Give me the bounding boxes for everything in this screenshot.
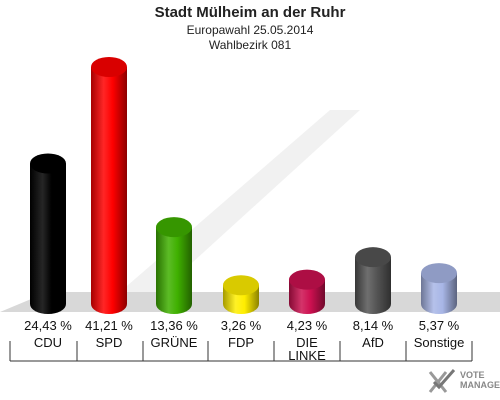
value-label-die-linke: 4,23 %: [286, 318, 328, 333]
bar-top-sonstige: [421, 263, 457, 284]
vote-manager-logo-text: VOTE MANAGER: [460, 370, 500, 390]
chart-subtitle-district: Wahlbezirk 081: [208, 38, 292, 52]
category-label-cdu: CDU: [33, 335, 63, 350]
category-label-spd: SPD: [95, 335, 123, 350]
category-label-die-linke: DIE LINKE: [288, 335, 326, 363]
bar-top-cdu: [30, 153, 66, 174]
category-label-fdp: FDP: [228, 335, 254, 350]
bar-top-grüne: [156, 217, 192, 238]
bar-cdu: [30, 163, 66, 314]
value-label-afd: 8,14 %: [352, 318, 394, 333]
bar-top-afd: [355, 247, 391, 268]
bar-grüne: [156, 227, 192, 314]
value-label-fdp: 3,26 %: [220, 318, 262, 333]
bar-top-die-linke: [289, 269, 325, 290]
bar-afd: [355, 257, 391, 314]
chart-subtitle-election: Europawahl 25.05.2014: [186, 23, 314, 37]
logo-line-2: MANAGER: [460, 380, 500, 390]
chart-title: Stadt Mülheim an der Ruhr: [154, 4, 346, 21]
vote-manager-logo: [428, 369, 456, 393]
bar-top-spd: [91, 57, 127, 77]
value-label-spd: 41,21 %: [85, 318, 133, 333]
bar-top-fdp: [223, 275, 259, 296]
value-label-grüne: 13,36 %: [150, 318, 198, 333]
category-label-grüne: GRÜNE: [150, 335, 198, 350]
logo-line-1: VOTE: [460, 370, 485, 380]
bar-sonstige: [421, 273, 457, 314]
category-label-sonstige: Sonstige: [413, 335, 465, 350]
value-label-sonstige: 5,37 %: [418, 318, 460, 333]
bar-spd: [91, 67, 127, 314]
value-label-cdu: 24,43 %: [24, 318, 72, 333]
category-label-afd: AfD: [362, 335, 384, 350]
